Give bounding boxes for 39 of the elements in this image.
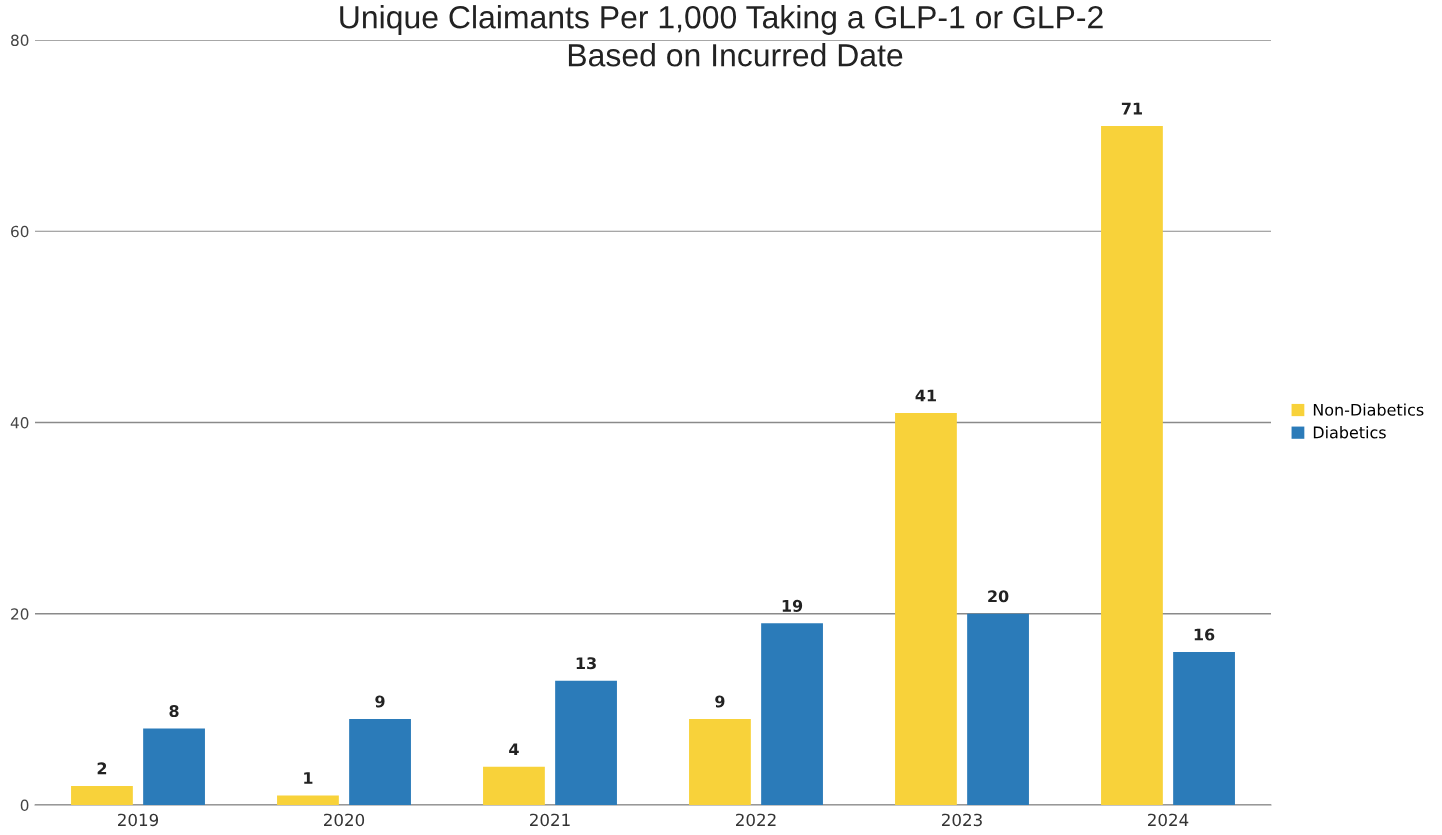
bar [555, 680, 617, 805]
bar [277, 795, 339, 805]
legend-label: Diabetics [1313, 426, 1386, 439]
bar [761, 623, 823, 805]
data-label: 9 [715, 695, 725, 708]
data-label: 71 [1121, 102, 1142, 115]
bar [143, 728, 205, 805]
data-label: 8 [169, 704, 179, 718]
x-tick-label: 2022 [736, 813, 776, 827]
x-tick-label: 2019 [118, 813, 159, 827]
bar [689, 718, 751, 805]
chart-title: Unique Claimants Per 1,000 Taking a GLP-1 or GLP-2 [340, 5, 1103, 35]
bar [967, 613, 1029, 805]
data-label: 19 [782, 599, 803, 612]
bar [71, 785, 133, 805]
x-tick-label: 2024 [1148, 813, 1189, 827]
data-label: 4 [509, 743, 519, 756]
bar [483, 766, 545, 805]
data-label: 16 [1194, 628, 1215, 641]
x-tick-label: 2020 [324, 813, 365, 827]
data-label: 20 [988, 590, 1009, 603]
y-tick-label: 60 [11, 225, 29, 238]
data-label: 2 [97, 762, 107, 775]
bar [349, 718, 411, 805]
chart-subtitle: Based on Incurred Date [568, 43, 903, 67]
bar [895, 412, 957, 805]
y-tick-label: 80 [11, 34, 29, 47]
y-tick-label: 20 [11, 608, 29, 620]
legend-label: Non-Diabetics [1313, 403, 1424, 416]
bar [1101, 126, 1163, 805]
data-label: 1 [304, 772, 313, 784]
data-label: 9 [375, 695, 385, 708]
bar [1173, 652, 1235, 805]
x-tick-label: 2023 [942, 813, 982, 827]
data-label: 41 [915, 389, 936, 402]
data-label: 13 [576, 657, 596, 670]
y-tick-label: 40 [10, 416, 29, 429]
y-tick-label: 0 [20, 799, 29, 812]
x-tick-label: 2021 [530, 813, 570, 827]
